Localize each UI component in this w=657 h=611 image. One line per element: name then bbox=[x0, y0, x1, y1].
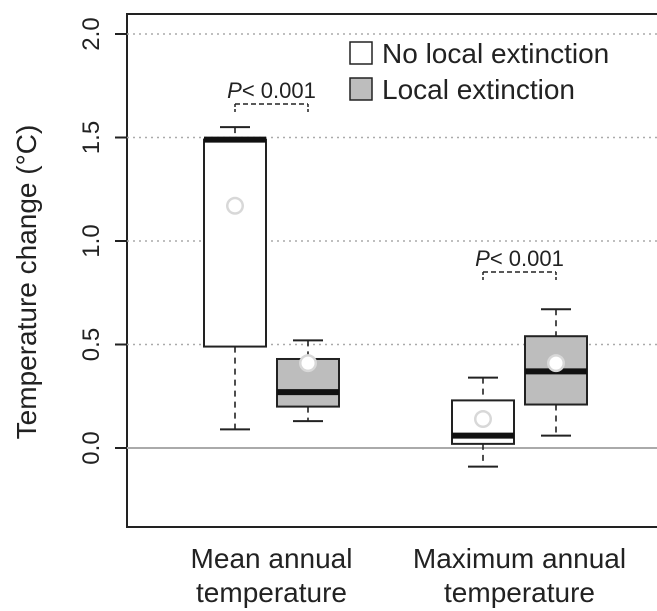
mean-point bbox=[228, 199, 242, 213]
mean-point bbox=[476, 412, 490, 426]
p-symbol: P bbox=[475, 246, 490, 271]
y-tick-label-1: 0.5 bbox=[78, 328, 105, 361]
mean-point bbox=[549, 356, 563, 370]
box-no-local-extinction-1 bbox=[451, 376, 515, 468]
box-no-local-extinction-0 bbox=[203, 126, 267, 431]
legend-label-no-local-extinction: No local extinction bbox=[382, 38, 609, 69]
category-label-1-line-1: temperature bbox=[444, 577, 595, 608]
p-value: < 0.001 bbox=[242, 78, 316, 103]
p-symbol: P bbox=[227, 78, 242, 103]
p-value: < 0.001 bbox=[490, 246, 564, 271]
y-tick-label-0: 0.0 bbox=[78, 431, 105, 464]
category-label-0-line-1: temperature bbox=[196, 577, 347, 608]
legend-swatch-no-local-extinction bbox=[349, 41, 373, 65]
p-value-annotation-1: P< 0.001 bbox=[475, 246, 564, 281]
legend: No local extinction Local extinction bbox=[349, 38, 609, 105]
category-label-1-line-0: Maximum annual bbox=[413, 543, 626, 574]
p-value-label: P< 0.001 bbox=[227, 78, 316, 103]
y-axis-title: Temperature change (°C) bbox=[11, 125, 42, 440]
y-tick-label-3: 1.5 bbox=[78, 121, 105, 154]
box-local-extinction-1 bbox=[524, 308, 588, 437]
box-local-extinction-0 bbox=[276, 339, 340, 423]
y-tick-label-2: 1.0 bbox=[78, 224, 105, 257]
legend-label-local-extinction: Local extinction bbox=[382, 74, 575, 105]
y-tick-label-4: 2.0 bbox=[78, 17, 105, 50]
y-ticks: 0.0 0.5 1.0 1.5 2.0 bbox=[78, 17, 127, 465]
box-iqr bbox=[203, 138, 267, 348]
category-label-0-line-0: Mean annual bbox=[191, 543, 353, 574]
legend-swatch-local-extinction bbox=[349, 77, 373, 101]
p-value-annotation-0: P< 0.001 bbox=[227, 78, 316, 112]
boxes bbox=[203, 126, 588, 468]
mean-point bbox=[301, 356, 315, 370]
p-value-label: P< 0.001 bbox=[475, 246, 564, 271]
